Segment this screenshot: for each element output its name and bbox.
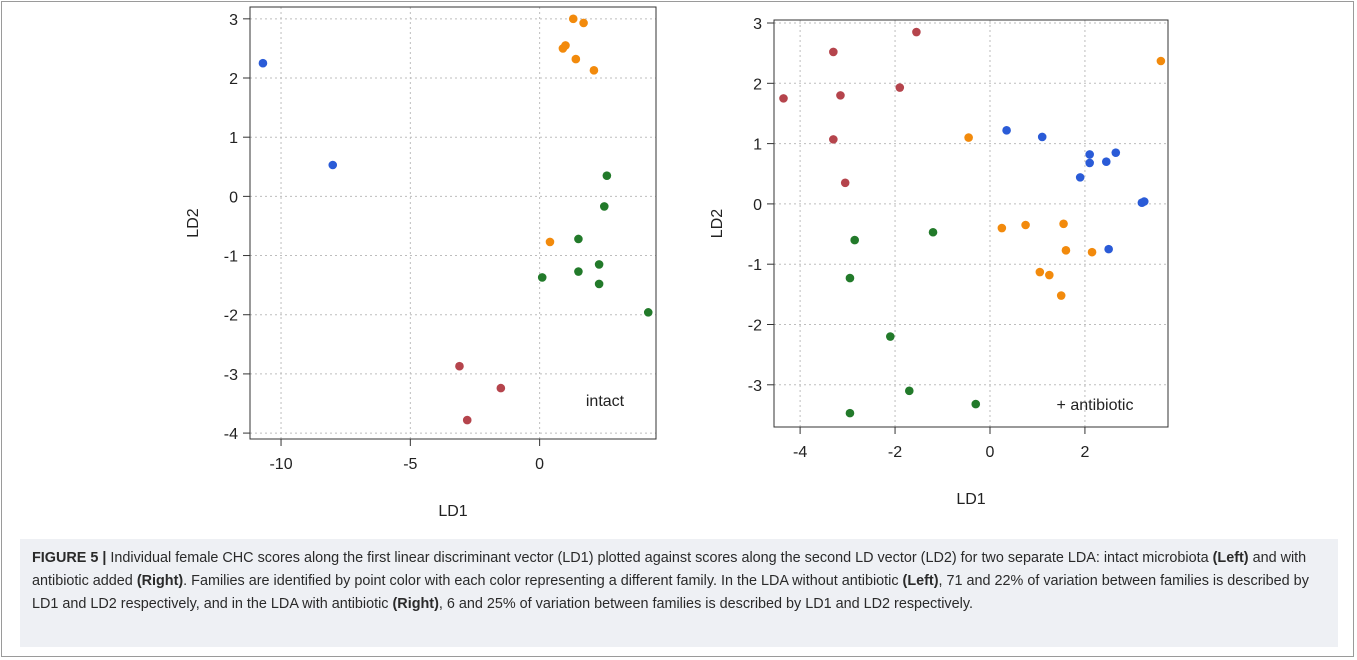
plot2-point-orange [1035, 267, 1045, 277]
plot2-point-blue [1085, 150, 1094, 159]
plot1-y-tick-label: 1 [229, 130, 238, 147]
plot2-point-orange [1061, 246, 1071, 255]
plot1-y-tick-label: -2 [224, 308, 238, 325]
plot1-point-red [462, 415, 472, 425]
plot2-annotation-label: + antibiotic [1057, 397, 1134, 414]
plot2-x-axis-label: LD1 [956, 491, 985, 508]
plot2-x-tick-label: 0 [986, 444, 995, 461]
plot2-point-blue [1002, 126, 1011, 135]
caption-text-5: , 6 and 25% of variation between familie… [438, 596, 973, 612]
plot1-point-orange [571, 54, 581, 64]
plot2-point-orange [1056, 291, 1066, 300]
plot2-point-blue [1111, 148, 1121, 157]
plot1-point-orange [579, 18, 588, 28]
plot2-point-red [912, 27, 921, 37]
caption-right-ref-1: (Right) [136, 573, 184, 589]
plot1-point-green [594, 260, 604, 269]
plot1-point-blue [258, 58, 268, 68]
caption-text-3: . Families are identified by point color… [183, 573, 903, 589]
plot1-y-tick-label: 0 [229, 189, 238, 206]
plot2-point-red [895, 83, 905, 92]
scatter-plot-antibiotic: -4 -2 0 2 -3 -2 -1 0 1 2 3 LD1 LD2 + antibiotic [709, 16, 1169, 508]
plot2-point-orange [1021, 220, 1030, 230]
plot1-point-green [594, 279, 604, 289]
plot1-x-axis-label: LD1 [438, 503, 467, 520]
plot1-annotation-label: intact [586, 393, 625, 410]
plot1-x-tick-label: -5 [403, 456, 417, 473]
plot2-point-blue [1104, 244, 1113, 254]
plot1-point-blue [328, 160, 338, 170]
plot2-plot-frame [773, 19, 1169, 428]
plot2-point-red [779, 94, 788, 103]
plot1-x-tick-label: -10 [269, 456, 292, 473]
plot1-point-green [643, 308, 653, 317]
plot2-point-blue [1085, 158, 1094, 168]
plot1-point-orange [545, 237, 555, 247]
plot1-y-tick-label: 3 [229, 12, 238, 29]
plot2-point-orange [1087, 247, 1097, 257]
plot2-point-orange [964, 133, 973, 142]
plot2-y-tick-label: -1 [748, 257, 762, 274]
caption-left-ref-2: (Left) [902, 573, 939, 589]
plot2-point-green [971, 399, 981, 409]
plot1-point-green [602, 171, 612, 180]
plot2-point-green [928, 227, 938, 237]
plot2-point-red [840, 178, 850, 188]
caption-text-1: Individual female CHC scores along the f… [106, 550, 1213, 566]
plot2-point-blue [1139, 197, 1149, 206]
plot1-point-red [455, 361, 464, 371]
plot2-y-tick-label: -3 [748, 378, 762, 395]
caption-right-ref-2: (Right) [392, 596, 439, 612]
plot2-point-blue [1075, 173, 1085, 182]
plot2-point-green [886, 332, 895, 341]
plot1-point-green [574, 234, 583, 244]
caption-text-2: and with antibiotic added [32, 550, 1307, 589]
plot2-point-orange [1156, 56, 1166, 66]
plot2-y-tick-label: 1 [753, 137, 762, 154]
plot2-point-red [829, 135, 838, 144]
plot1-y-tick-label: -1 [224, 249, 238, 266]
plot2-point-green [850, 235, 859, 245]
figure-caption: FIGURE 5 | Individual female CHC scores … [20, 539, 1338, 647]
plot1-plot-frame [249, 6, 657, 440]
plot1-point-green [537, 273, 547, 282]
plot1-y-tick-label: -4 [224, 426, 238, 443]
plot2-y-tick-label: 2 [753, 76, 762, 93]
caption-left-ref-1: (Left) [1212, 550, 1249, 566]
plot2-point-red [836, 91, 845, 100]
plot2-y-axis-label: LD2 [709, 209, 726, 238]
plot2-y-tick-label: 3 [753, 16, 762, 33]
plot2-x-tick-label: 2 [1080, 444, 1089, 461]
plot2-x-tick-label: -4 [793, 444, 807, 461]
plot2-point-blue [1037, 132, 1047, 142]
plot2-point-green [845, 273, 855, 283]
plot1-y-axis-label: LD2 [185, 208, 202, 237]
caption-text-4: , 71 and 22% of variation between famili… [32, 573, 1309, 612]
plot2-x-tick-label: -2 [888, 444, 902, 461]
plot2-point-orange [1059, 219, 1068, 229]
plot2-point-green [904, 386, 914, 396]
plot2-point-green [845, 408, 855, 418]
plot2-y-tick-label: 0 [753, 197, 762, 214]
plot1-point-green [574, 267, 583, 276]
plot1-point-orange [558, 44, 568, 53]
plot2-point-red [829, 47, 838, 57]
plot2-point-blue [1101, 157, 1111, 166]
plot1-point-red [496, 383, 506, 393]
plot1-point-green [599, 202, 609, 211]
plot2-y-tick-label: -2 [748, 317, 762, 334]
plot1-point-orange [568, 14, 578, 24]
plot2-point-orange [997, 223, 1007, 233]
caption-label: FIGURE 5 | [32, 550, 107, 566]
plot1-x-tick-label: 0 [535, 456, 544, 473]
plot1-y-tick-label: 2 [229, 71, 238, 88]
plot2-point-orange [1045, 270, 1054, 280]
plot1-y-tick-label: -3 [224, 367, 238, 384]
plot1-point-orange [589, 66, 599, 75]
